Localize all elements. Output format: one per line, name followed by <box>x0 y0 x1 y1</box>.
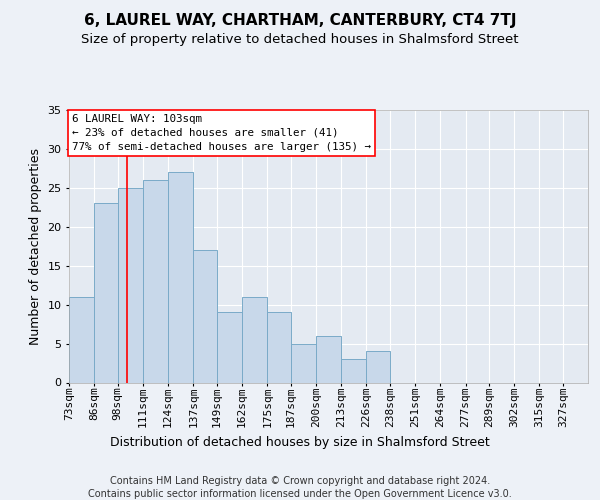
Bar <box>193 250 217 382</box>
Bar <box>143 180 168 382</box>
Text: Contains HM Land Registry data © Crown copyright and database right 2024.: Contains HM Land Registry data © Crown c… <box>110 476 490 486</box>
Bar <box>118 188 143 382</box>
Text: Size of property relative to detached houses in Shalmsford Street: Size of property relative to detached ho… <box>81 32 519 46</box>
Bar <box>242 297 267 382</box>
Bar <box>367 352 390 382</box>
Bar <box>267 312 290 382</box>
Text: 6 LAUREL WAY: 103sqm
← 23% of detached houses are smaller (41)
77% of semi-detac: 6 LAUREL WAY: 103sqm ← 23% of detached h… <box>72 114 371 152</box>
Bar <box>94 204 118 382</box>
Text: 6, LAUREL WAY, CHARTHAM, CANTERBURY, CT4 7TJ: 6, LAUREL WAY, CHARTHAM, CANTERBURY, CT4… <box>84 12 516 28</box>
Text: Distribution of detached houses by size in Shalmsford Street: Distribution of detached houses by size … <box>110 436 490 449</box>
Text: Contains public sector information licensed under the Open Government Licence v3: Contains public sector information licen… <box>88 489 512 499</box>
Bar <box>69 297 94 382</box>
Bar <box>316 336 341 382</box>
Bar <box>168 172 193 382</box>
Bar <box>217 312 242 382</box>
Y-axis label: Number of detached properties: Number of detached properties <box>29 148 41 345</box>
Bar <box>290 344 316 382</box>
Bar <box>341 359 367 382</box>
